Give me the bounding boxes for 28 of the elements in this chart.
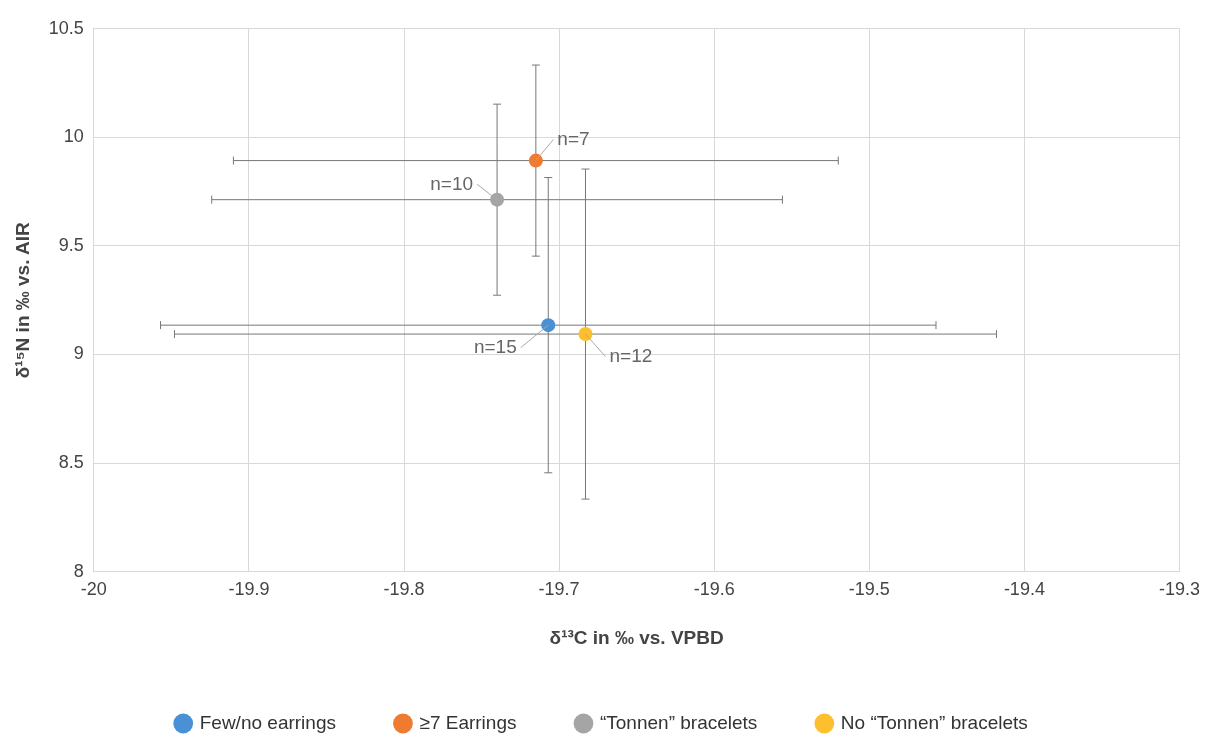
y-tick-label: 10 <box>63 126 84 147</box>
y-axis-title: δ¹⁵N in ‰ vs. AIR <box>11 221 33 379</box>
legend-label: ≥7 Earrings <box>419 711 517 733</box>
x-tick-label: -19.5 <box>848 579 890 600</box>
y-tick-label: 8 <box>73 560 84 581</box>
x-tick-label: -19.6 <box>693 579 735 600</box>
y-tick-label: 10.5 <box>48 17 84 38</box>
legend-label: “Tonnen” bracelets <box>599 711 758 733</box>
x-tick-label: -19.7 <box>538 579 580 600</box>
point <box>528 153 543 168</box>
point <box>490 192 505 207</box>
x-tick-label: -19.3 <box>1158 579 1200 600</box>
x-tick-label: -20 <box>80 579 107 600</box>
x-axis-title: δ¹³C in ‰ vs. VPBD <box>549 626 724 648</box>
x-tick-label: -19.9 <box>228 579 270 600</box>
legend-label: Few/no earrings <box>199 711 336 733</box>
annotation: n=7 <box>557 127 590 149</box>
y-tick-label: 9.5 <box>58 234 84 255</box>
annotation: n=12 <box>609 344 653 366</box>
annotation: n=15 <box>473 335 517 357</box>
x-tick-label: -19.4 <box>1003 579 1045 600</box>
point <box>578 327 593 342</box>
y-tick-label: 9 <box>73 343 84 364</box>
y-tick-label: 8.5 <box>58 452 84 473</box>
legend-label: No “Tonnen” bracelets <box>840 711 1028 733</box>
x-tick-label: -19.8 <box>383 579 425 600</box>
annotation: n=10 <box>430 172 474 194</box>
point <box>541 318 556 333</box>
